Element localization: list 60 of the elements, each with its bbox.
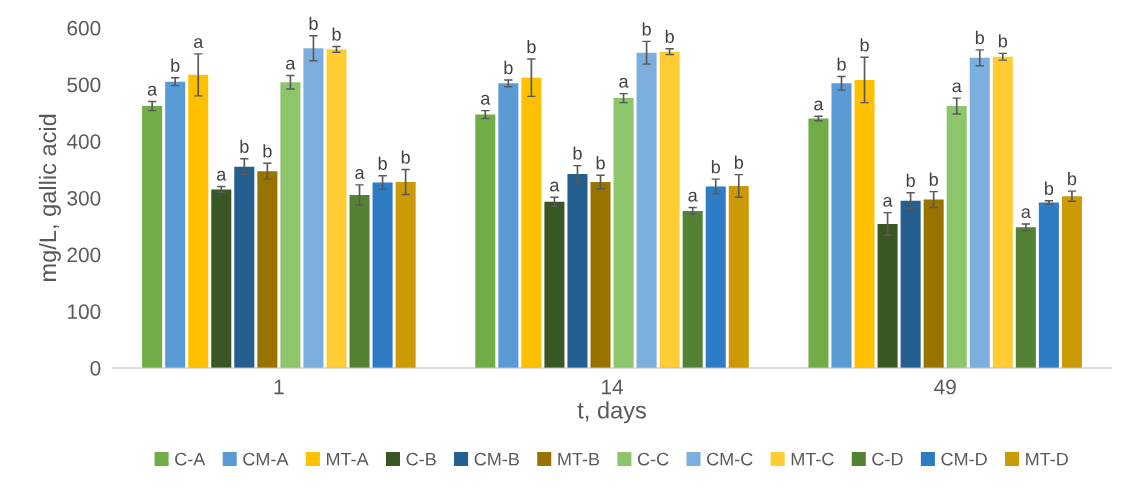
data-label: a [814, 100, 824, 111]
data-label: b [665, 29, 674, 43]
legend-label: C-D [872, 452, 903, 466]
legend-label: CM-C [707, 452, 753, 466]
data-label: b [527, 39, 536, 54]
data-label: b [642, 22, 651, 36]
data-label: b [504, 60, 513, 75]
y-tick-label: 0 [90, 360, 101, 376]
data-label: b [378, 156, 387, 170]
data-label: a [550, 181, 560, 192]
data-label: a [883, 196, 893, 207]
data-label: b [1068, 171, 1077, 186]
data-label: b [309, 16, 318, 30]
data-label: a [193, 38, 204, 49]
y-tick-label: 500 [67, 77, 101, 93]
data-label: a [286, 59, 296, 70]
y-tick-label: 300 [67, 190, 101, 206]
data-label: b [906, 173, 915, 187]
legend-label: C-B [406, 452, 436, 466]
data-label: b [929, 172, 938, 186]
legend-label: C-C [637, 452, 669, 466]
legend-label: MT-C [791, 452, 834, 466]
data-label: a [217, 170, 227, 181]
y-axis-title: mg/L, gallic acid [38, 114, 61, 281]
x-tick-label: 49 [934, 379, 956, 395]
data-label: a [688, 191, 698, 202]
data-label: b [171, 58, 180, 72]
data-label: b [401, 150, 410, 164]
legend-label: MT-A [326, 452, 369, 466]
data-label: b [1045, 181, 1054, 195]
data-label: a [147, 85, 158, 96]
data-label: b [263, 144, 272, 158]
y-tick-label: 400 [66, 134, 101, 149]
legend-label: CM-B [474, 452, 519, 466]
legend-label: MT-D [1026, 452, 1068, 466]
data-label: b [734, 155, 744, 169]
legend-label: C-A [175, 452, 206, 466]
data-label: b [975, 30, 985, 45]
x-axis-title: t, days [577, 401, 646, 424]
y-tick-label: 100 [68, 304, 101, 320]
data-label: b [596, 156, 605, 170]
x-tick-label: 14 [602, 379, 624, 395]
data-label: a [619, 77, 629, 88]
data-label: a [355, 169, 365, 180]
data-label: a [1021, 208, 1031, 219]
data-label: b [573, 146, 582, 160]
x-tick-label: 1 [274, 379, 284, 395]
data-label: b [711, 160, 720, 174]
data-label: b [860, 38, 869, 52]
legend-label: CM-A [243, 452, 289, 466]
data-label: a [481, 94, 491, 105]
data-label: b [837, 57, 846, 71]
y-tick-label: 200 [67, 247, 101, 263]
legend-label: MT-B [558, 452, 600, 466]
data-label: b [240, 139, 249, 153]
data-label: a [952, 82, 962, 93]
legend-label: CM-D [941, 452, 987, 466]
data-label: b [332, 27, 341, 41]
data-label: b [998, 34, 1008, 48]
y-tick-label: 600 [67, 20, 101, 36]
